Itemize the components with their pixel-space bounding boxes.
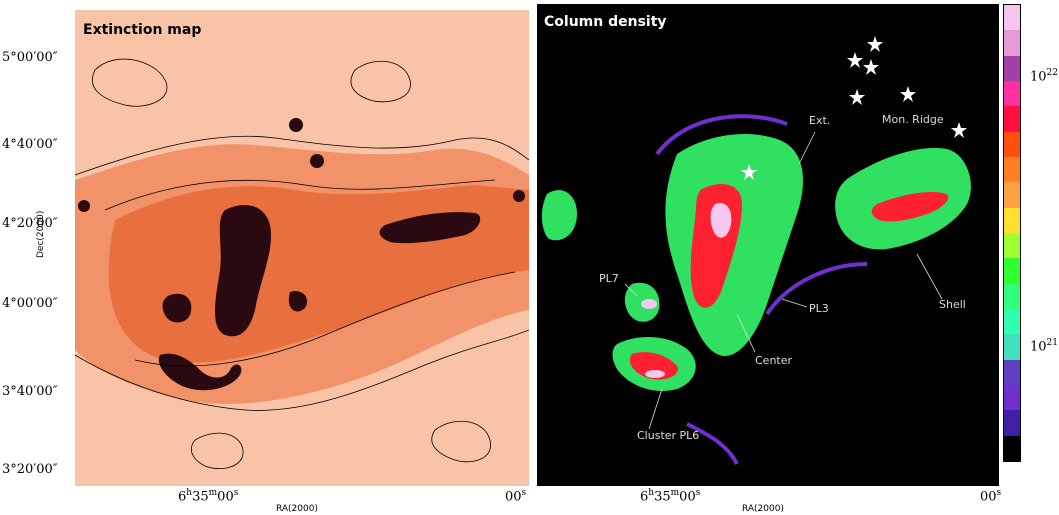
colorbar-segment <box>1004 80 1020 107</box>
colorbar-segment <box>1004 258 1020 284</box>
label-cluster-pl6: Cluster PL6 <box>637 429 700 442</box>
colorbar-segment <box>1004 435 1020 461</box>
y-tick-3-40: 3°40′00″ <box>2 384 58 399</box>
label-mon-ridge: Mon. Ridge <box>882 113 944 126</box>
colorbar-segment <box>1004 334 1020 360</box>
colorbar-segment <box>1004 359 1020 385</box>
label-shell: Shell <box>939 298 966 311</box>
colorbar-segment <box>1004 283 1020 309</box>
y-tick-5-00: 5°00′00″ <box>2 50 58 65</box>
star-markers <box>741 36 967 180</box>
colorbar-segment <box>1004 384 1020 411</box>
extinction-map-panel: Extinction map <box>75 10 529 486</box>
colorbar-segment <box>1004 156 1020 183</box>
column-density-title: Column density <box>544 14 667 30</box>
colorbar-label-1e21: 1021 <box>1030 338 1058 355</box>
left-x-tick-main: 6h35m00s <box>178 488 239 505</box>
y-axis-label: Dec(2000) <box>36 210 46 258</box>
colorbar-segment <box>1004 232 1020 259</box>
left-x-axis-label: RA(2000) <box>276 504 318 514</box>
colorbar-segment <box>1004 55 1020 81</box>
colorbar-label-1e22: 1022 <box>1030 68 1058 85</box>
right-x-tick-right: 00s <box>980 488 1002 505</box>
right-x-axis-label: RA(2000) <box>742 504 784 514</box>
right-x-tick-main: 6h35m00s <box>640 488 701 505</box>
label-ext: Ext. <box>809 114 831 127</box>
column-density-image <box>541 36 971 465</box>
y-tick-3-20: 3°20′00″ <box>2 462 58 477</box>
colorbar-segment <box>1004 131 1020 157</box>
colorbar-segment <box>1004 106 1020 132</box>
colorbar-segment <box>1004 207 1020 233</box>
column-density-panel: Column density Ext. Mon. Ridge Shell PL7… <box>537 4 999 486</box>
colorbar-segment <box>1004 410 1020 436</box>
y-tick-4-40: 4°40′00″ <box>2 137 58 152</box>
colorbar <box>1003 4 1021 462</box>
label-pl7: PL7 <box>599 272 619 285</box>
colorbar-segment <box>1004 182 1020 208</box>
extinction-map-title: Extinction map <box>83 22 202 38</box>
label-pl3: PL3 <box>809 302 829 315</box>
colorbar-segment <box>1004 5 1020 31</box>
colorbar-segment <box>1004 30 1020 56</box>
left-x-tick-right: 00s <box>505 488 527 505</box>
extinction-map-image <box>75 58 529 469</box>
y-tick-4-20: 4°20′00″ <box>2 216 58 231</box>
colorbar-segment <box>1004 308 1020 335</box>
y-tick-4-00: 4°00′00″ <box>2 296 58 311</box>
label-center: Center <box>755 354 793 367</box>
